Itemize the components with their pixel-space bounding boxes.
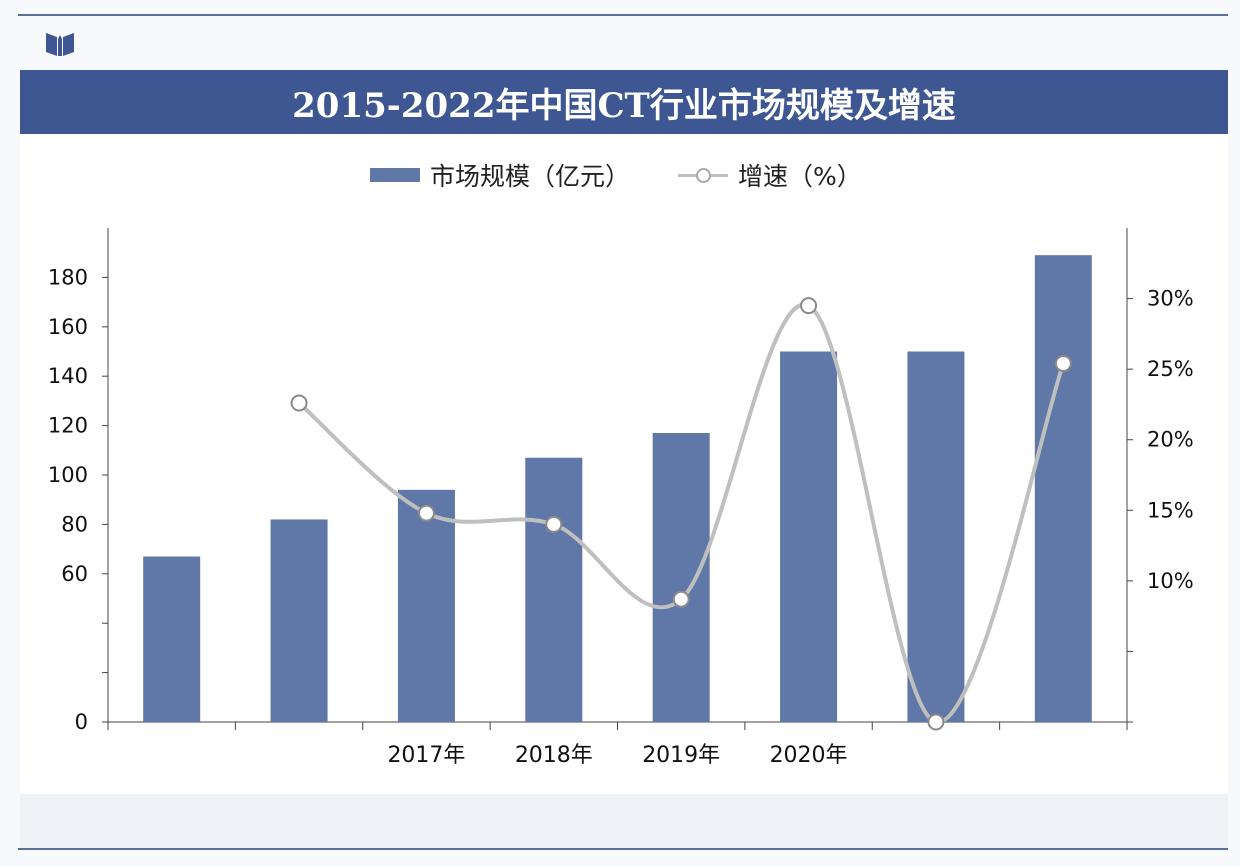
legend-line-swatch xyxy=(678,165,729,185)
growth-point xyxy=(290,394,308,412)
x-tick-label: 2017年 xyxy=(387,743,465,768)
top-divider xyxy=(18,14,1228,16)
y-tick-label: 120 xyxy=(48,414,88,438)
bar xyxy=(397,489,455,722)
y-tick-label: 160 xyxy=(48,315,88,339)
chart-title: 2015-2022年中国CT行业市场规模及增速 xyxy=(292,85,956,126)
bar xyxy=(143,556,201,722)
legend-item-bar: 市场规模（亿元） xyxy=(370,157,630,193)
y2-tick-label: 25% xyxy=(1147,357,1194,381)
legend: 市场规模（亿元） 增速（%） xyxy=(370,158,862,192)
bar xyxy=(1034,255,1092,723)
growth-point xyxy=(545,515,563,533)
plot-panel xyxy=(20,134,1228,794)
y2-tick-label: 30% xyxy=(1147,287,1194,311)
footer-band xyxy=(20,794,1228,848)
growth-point xyxy=(417,504,435,522)
bar xyxy=(652,433,710,722)
legend-label-line: 增速（%） xyxy=(738,162,862,191)
growth-point xyxy=(1054,354,1072,372)
growth-point xyxy=(672,590,690,608)
y-tick-label: 100 xyxy=(48,463,88,487)
bar xyxy=(270,519,328,722)
legend-bar-swatch xyxy=(370,168,420,182)
legend-label-bar: 市场规模（亿元） xyxy=(430,162,631,191)
y-tick-label: 80 xyxy=(61,512,88,536)
growth-line xyxy=(297,302,1066,725)
y-tick-label: 60 xyxy=(61,562,88,586)
y2-tick-label: 20% xyxy=(1147,428,1194,452)
bar xyxy=(525,457,583,722)
x-tick-label: 2020年 xyxy=(770,743,848,768)
book-logo-icon xyxy=(46,33,74,56)
x-tick-label: 2019年 xyxy=(642,743,720,768)
x-tick-label: 2018年 xyxy=(515,743,593,768)
title-banner: 2015-2022年中国CT行业市场规模及增速 xyxy=(20,70,1228,134)
bar xyxy=(780,351,838,722)
y-tick-label: 0 xyxy=(75,710,88,734)
growth-point xyxy=(800,297,818,315)
y-tick-label: 180 xyxy=(48,265,88,289)
y2-tick-label: 10% xyxy=(1147,569,1194,593)
y-tick-label: 140 xyxy=(48,364,88,388)
bar xyxy=(907,351,965,722)
growth-point xyxy=(927,713,945,731)
legend-item-line: 增速（%） xyxy=(678,157,862,193)
bottom-divider xyxy=(18,848,1228,850)
y2-tick-label: 15% xyxy=(1147,498,1194,522)
